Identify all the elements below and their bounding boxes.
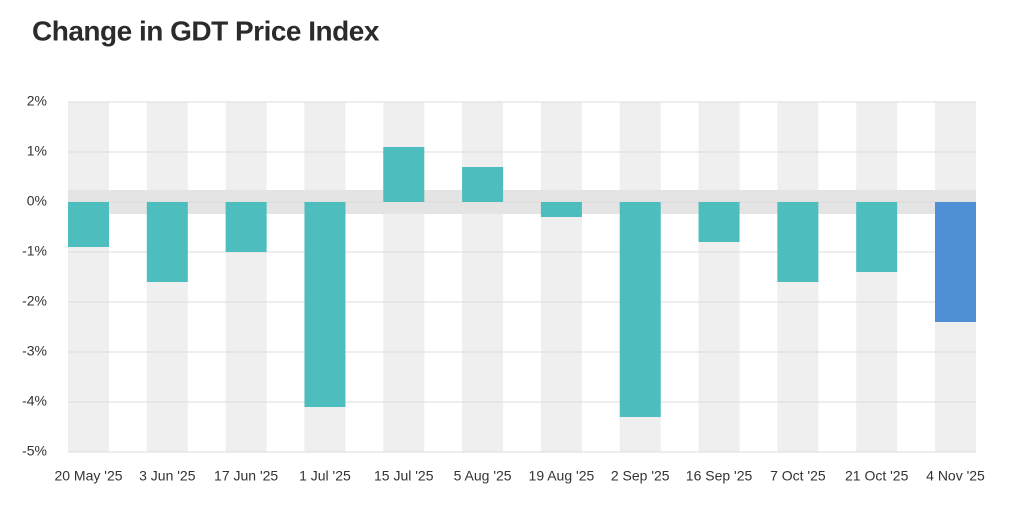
x-tick-label: 7 Oct '25 — [770, 468, 826, 484]
column-stripe — [225, 102, 267, 452]
x-tick-label: 17 Jun '25 — [214, 468, 278, 484]
bar — [462, 167, 504, 202]
x-tick-label: 20 May '25 — [54, 468, 122, 484]
bar — [935, 202, 976, 322]
x-tick-label: 5 Aug '25 — [454, 468, 512, 484]
y-tick-label: -3% — [22, 343, 47, 359]
x-tick-label: 3 Jun '25 — [139, 468, 196, 484]
x-tick-label: 15 Jul '25 — [374, 468, 434, 484]
bar — [146, 202, 188, 282]
bar — [383, 147, 425, 202]
column-stripe — [698, 102, 740, 452]
bar — [540, 202, 582, 217]
y-tick-label: 1% — [27, 143, 47, 159]
bar — [304, 202, 346, 407]
x-tick-label: 16 Sep '25 — [686, 468, 753, 484]
bar — [856, 202, 898, 272]
column-stripe — [856, 102, 898, 452]
x-tick-label: 4 Nov '25 — [926, 468, 985, 484]
column-stripe — [462, 102, 504, 452]
y-tick-label: -2% — [22, 293, 47, 309]
x-tick-label: 21 Oct '25 — [845, 468, 909, 484]
bar — [68, 202, 109, 247]
x-tick-label: 19 Aug '25 — [529, 468, 595, 484]
y-tick-label: -1% — [22, 243, 47, 259]
bar — [698, 202, 740, 242]
column-stripe — [540, 102, 582, 452]
chart-title: Change in GDT Price Index — [32, 15, 380, 46]
bar — [225, 202, 267, 252]
bar — [619, 202, 661, 417]
y-tick-label: 2% — [27, 93, 47, 109]
y-tick-label: -4% — [22, 393, 47, 409]
y-tick-label: -5% — [22, 443, 47, 459]
x-tick-label: 1 Jul '25 — [299, 468, 351, 484]
bar — [777, 202, 819, 282]
y-tick-label: 0% — [27, 193, 47, 209]
x-tick-label: 2 Sep '25 — [611, 468, 670, 484]
column-stripe — [68, 102, 109, 452]
